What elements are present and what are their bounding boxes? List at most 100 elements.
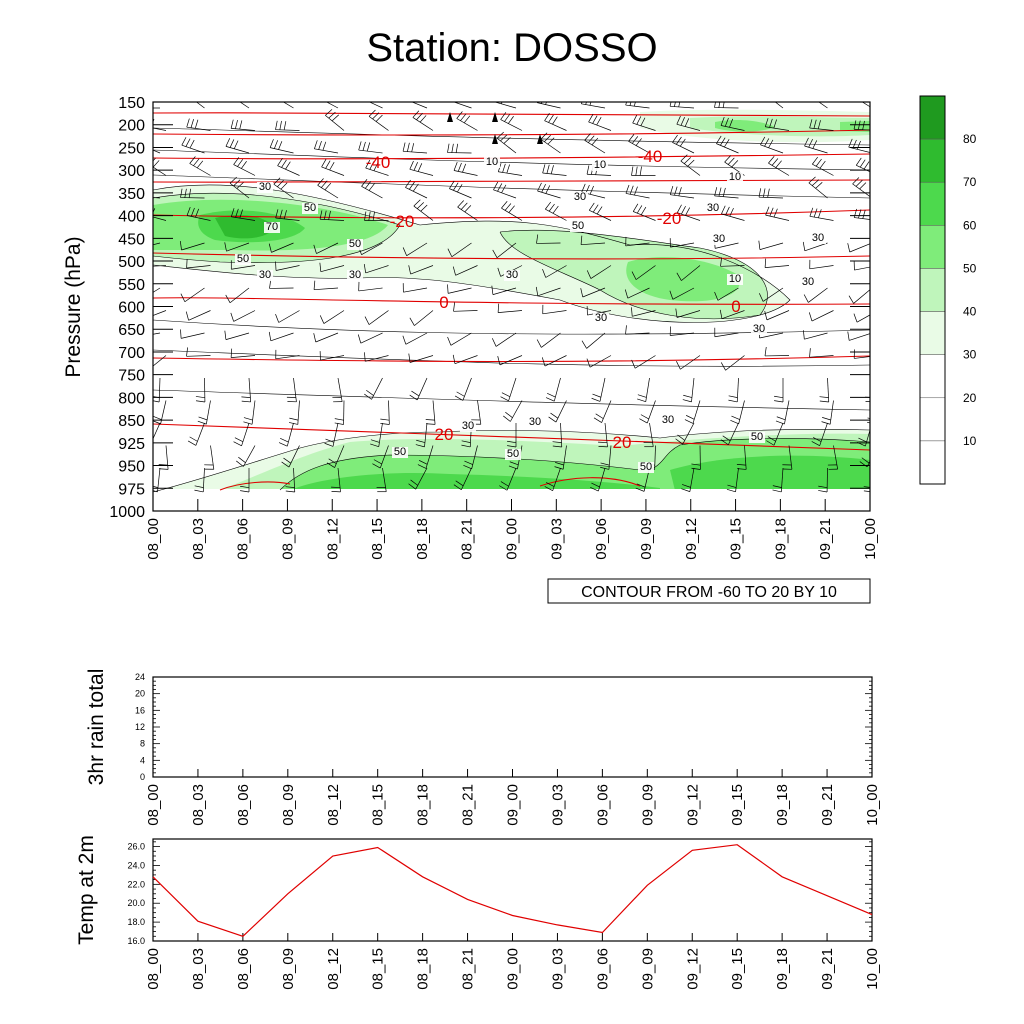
temp2m-series-line	[152, 844, 873, 937]
wind-barb	[324, 422, 339, 447]
wind-barb	[540, 132, 561, 154]
wind-barb	[491, 285, 517, 295]
temp-y-axis-label: Temp at 2m	[75, 835, 98, 945]
y-tick-label: 150	[118, 95, 145, 112]
wind-barb	[812, 156, 834, 176]
wind-barb	[853, 261, 870, 271]
colorbar-box	[919, 138, 946, 183]
rh-line	[279, 438, 870, 491]
wind-barb	[720, 116, 745, 131]
wind-pennant	[447, 112, 453, 122]
x-tick-label: 09_15	[728, 518, 745, 560]
rh-label-bg	[347, 270, 363, 281]
wind-barb	[853, 349, 870, 359]
wind-barb	[240, 468, 250, 493]
wind-barb	[331, 467, 341, 493]
wind-barb	[153, 422, 161, 440]
y-tick-label: 18.0	[127, 917, 145, 927]
rh-contour-label: 50	[640, 461, 652, 473]
wind-barb	[714, 102, 739, 109]
rh-contour-label: 30	[707, 202, 719, 214]
wind-barb	[544, 467, 561, 492]
x-tick-label: 08_09	[280, 948, 297, 990]
colorbar-label: 70	[963, 175, 977, 189]
wind-barb	[364, 211, 389, 221]
x-tick-label: 09_06	[594, 948, 611, 990]
rh-line	[153, 319, 870, 335]
x-tick-label: 08_15	[369, 518, 386, 560]
colorbar-label: 20	[963, 391, 977, 405]
rh-label-bg	[347, 239, 363, 250]
wind-barb	[361, 179, 383, 199]
wind-barb	[454, 377, 472, 401]
y-tick-label: 16.0	[127, 936, 145, 946]
wind-barb	[669, 185, 695, 199]
wind-barb	[368, 109, 389, 131]
rh-label-bg	[527, 417, 543, 428]
temp-contour-label: 20	[435, 425, 454, 444]
wind-barb	[632, 203, 656, 221]
wind-barb	[730, 400, 745, 425]
wind-barb	[153, 265, 167, 267]
wind-barb	[588, 113, 612, 131]
rh-label-bg	[572, 192, 588, 203]
rh-label-bg	[570, 221, 586, 232]
wind-barb	[417, 445, 434, 469]
x-tick-label: 08_00	[145, 518, 162, 560]
wind-barb	[676, 265, 701, 281]
x-tick-label: 08_15	[370, 948, 387, 990]
colorbar-box	[919, 268, 946, 312]
colorbar-box	[919, 397, 946, 442]
wind-barb	[326, 445, 345, 468]
rh-label-bg	[235, 254, 251, 265]
wind-barb	[452, 265, 478, 276]
wind-barb	[548, 400, 567, 423]
wind-barb	[764, 258, 790, 268]
rh-label-bg	[302, 203, 318, 214]
rh-label-bg	[504, 270, 520, 281]
x-tick-label: 08_12	[324, 518, 341, 560]
wind-barb	[365, 159, 389, 176]
wind-barb	[233, 422, 250, 447]
rh-contour-label: 30	[662, 414, 674, 426]
wind-barb	[224, 242, 250, 252]
wind-barb	[809, 348, 834, 358]
wind-barb	[197, 400, 211, 425]
wind-barb	[637, 377, 650, 403]
wind-barb	[588, 202, 612, 221]
wind-barb	[189, 156, 211, 176]
y-tick-label: 16	[135, 705, 145, 715]
temp-line	[539, 477, 641, 487]
rh-label-bg	[264, 222, 280, 233]
x-tick-label: 09_21	[817, 518, 834, 560]
temp-line	[153, 297, 870, 305]
wind-pennant	[492, 112, 498, 122]
wind-barb	[765, 206, 790, 221]
temp-line	[153, 129, 870, 136]
rh-label-bg	[484, 157, 500, 168]
wind-barb	[541, 355, 567, 367]
wind-barb	[236, 445, 256, 467]
contour-info-text: CONTOUR FROM -60 TO 20 BY 10	[581, 584, 837, 601]
rh-line	[153, 349, 870, 367]
x-tick-label: 09_21	[819, 784, 836, 826]
wind-barb	[803, 287, 828, 303]
wind-barb	[402, 242, 428, 257]
wind-barb	[853, 313, 870, 323]
y-tick-label: 950	[118, 459, 145, 476]
rh-contour-label: 50	[572, 220, 584, 232]
temp-plot-frame	[152, 838, 873, 942]
wind-barb	[277, 157, 300, 176]
colorbar-frame	[919, 95, 946, 485]
wind-barb	[153, 197, 161, 199]
wind-barb	[639, 400, 656, 424]
x-tick-label: 09_06	[593, 518, 610, 560]
wind-barb	[720, 422, 739, 446]
wind-barb	[179, 241, 205, 251]
wind-barb	[714, 287, 739, 301]
wind-barb	[758, 188, 784, 199]
wind-barb	[225, 138, 250, 154]
rh-line	[153, 389, 870, 411]
x-tick-label: 08_21	[460, 784, 477, 826]
y-tick-label: 1000	[109, 504, 145, 521]
